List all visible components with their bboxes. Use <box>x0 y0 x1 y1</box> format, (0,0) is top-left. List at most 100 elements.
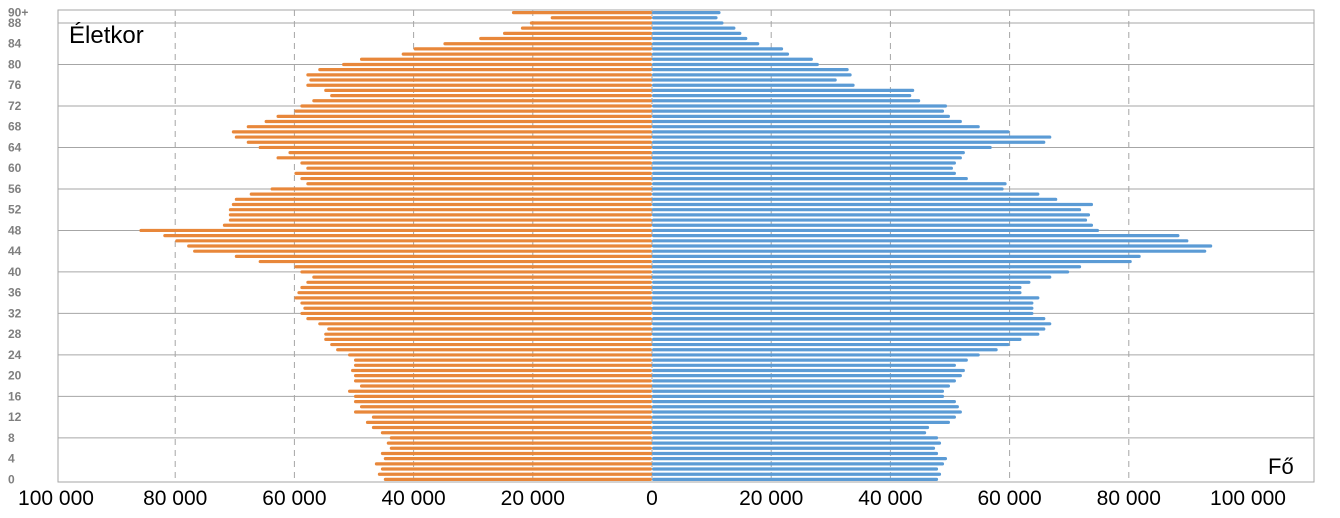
bar-right <box>652 88 915 93</box>
bar-right <box>652 472 942 476</box>
bar-left <box>306 317 652 321</box>
bar-left <box>351 368 652 373</box>
bar-right <box>652 16 718 20</box>
bar-right <box>652 135 1052 139</box>
y-tick-label: 36 <box>8 286 22 300</box>
x-tick-label: 60 000 <box>262 487 326 510</box>
bar-right <box>652 337 1022 341</box>
bar-right <box>652 21 724 25</box>
bar-right <box>652 291 1022 295</box>
y-tick-label: 0 <box>8 472 15 486</box>
bar-right <box>652 405 959 409</box>
y-tick-label: 48 <box>8 223 22 237</box>
bar-right <box>652 301 1034 305</box>
bar-left <box>300 285 652 290</box>
bar-left <box>377 472 652 476</box>
bar-right <box>652 467 939 471</box>
bar-right <box>652 166 953 170</box>
bar-left <box>359 384 652 388</box>
bar-right <box>652 441 942 445</box>
bar-left <box>380 431 652 435</box>
bar-left <box>342 62 652 67</box>
bar-right <box>652 114 950 118</box>
bar-left <box>529 21 652 25</box>
bar-right <box>652 156 962 160</box>
bar-left <box>330 93 652 98</box>
y-tick-label: 68 <box>8 120 22 134</box>
x-tick-label: 20 000 <box>739 487 803 510</box>
y-tick-label: 32 <box>8 306 22 320</box>
bar-left <box>348 389 652 393</box>
bar-left <box>386 441 652 445</box>
bar-right <box>652 306 1034 310</box>
bar-right <box>652 109 945 113</box>
bar-right <box>652 218 1088 222</box>
x-tick-label: 100 000 <box>1210 487 1286 510</box>
bar-left <box>354 363 652 367</box>
y-tick-label: 64 <box>8 140 22 154</box>
bar-left <box>309 78 652 82</box>
bar-right <box>652 161 956 165</box>
bar-left <box>413 47 652 51</box>
bar-left <box>380 451 652 456</box>
bar-right <box>652 171 956 175</box>
bar-left <box>258 259 652 264</box>
bar-left <box>511 10 652 15</box>
bar-left <box>354 410 652 414</box>
bar-right <box>652 36 748 41</box>
bar-left <box>354 358 652 362</box>
bar-left <box>187 244 652 248</box>
bar-right <box>652 322 1052 326</box>
bar-left <box>300 176 652 181</box>
x-tick-label: 40 000 <box>858 487 922 510</box>
x-tick-label: 60 000 <box>977 487 1041 510</box>
bar-right <box>652 73 852 77</box>
y-tick-label: 52 <box>8 203 22 217</box>
bar-right <box>652 399 956 404</box>
bar-left <box>318 322 652 326</box>
bar-left <box>479 36 652 41</box>
bar-right <box>652 420 950 424</box>
y-tick-label: 60 <box>8 161 22 175</box>
bar-left <box>503 31 652 35</box>
bar-right <box>652 368 965 373</box>
bar-left <box>297 291 652 295</box>
bar-left <box>520 26 652 30</box>
x-tick-label: 80 000 <box>143 487 207 510</box>
bar-right <box>652 125 980 129</box>
bar-right <box>652 317 1046 321</box>
bar-right <box>652 42 760 46</box>
bar-left <box>306 83 652 87</box>
bar-right <box>652 285 1022 290</box>
y-tick-label: 24 <box>8 348 22 362</box>
bar-right <box>652 140 1046 144</box>
bar-left <box>306 73 652 77</box>
bar-right <box>652 379 956 383</box>
bar-left <box>389 446 652 450</box>
bar-right <box>652 332 1040 336</box>
bar-left <box>354 394 652 399</box>
y-tick-label: 8 <box>8 431 15 445</box>
bar-left <box>246 125 652 129</box>
bar-left <box>300 301 652 305</box>
bar-right <box>652 244 1213 248</box>
bar-left <box>294 296 652 300</box>
bar-left <box>359 405 652 409</box>
bar-left <box>354 379 652 383</box>
bar-right <box>652 197 1058 201</box>
bar-left <box>359 57 652 61</box>
y-tick-label: 44 <box>8 244 22 258</box>
x-tick-label: 0 <box>646 487 658 510</box>
bar-left <box>234 135 653 139</box>
bar-left <box>264 119 652 124</box>
bars-layer <box>139 10 1213 482</box>
bar-right <box>652 187 1004 191</box>
y-tick-label: 4 <box>8 452 15 466</box>
bar-left <box>550 16 652 20</box>
bar-left <box>228 218 652 222</box>
bar-left <box>231 202 652 207</box>
bar-left <box>354 374 652 378</box>
bar-left <box>401 52 652 56</box>
bar-left <box>383 457 652 461</box>
